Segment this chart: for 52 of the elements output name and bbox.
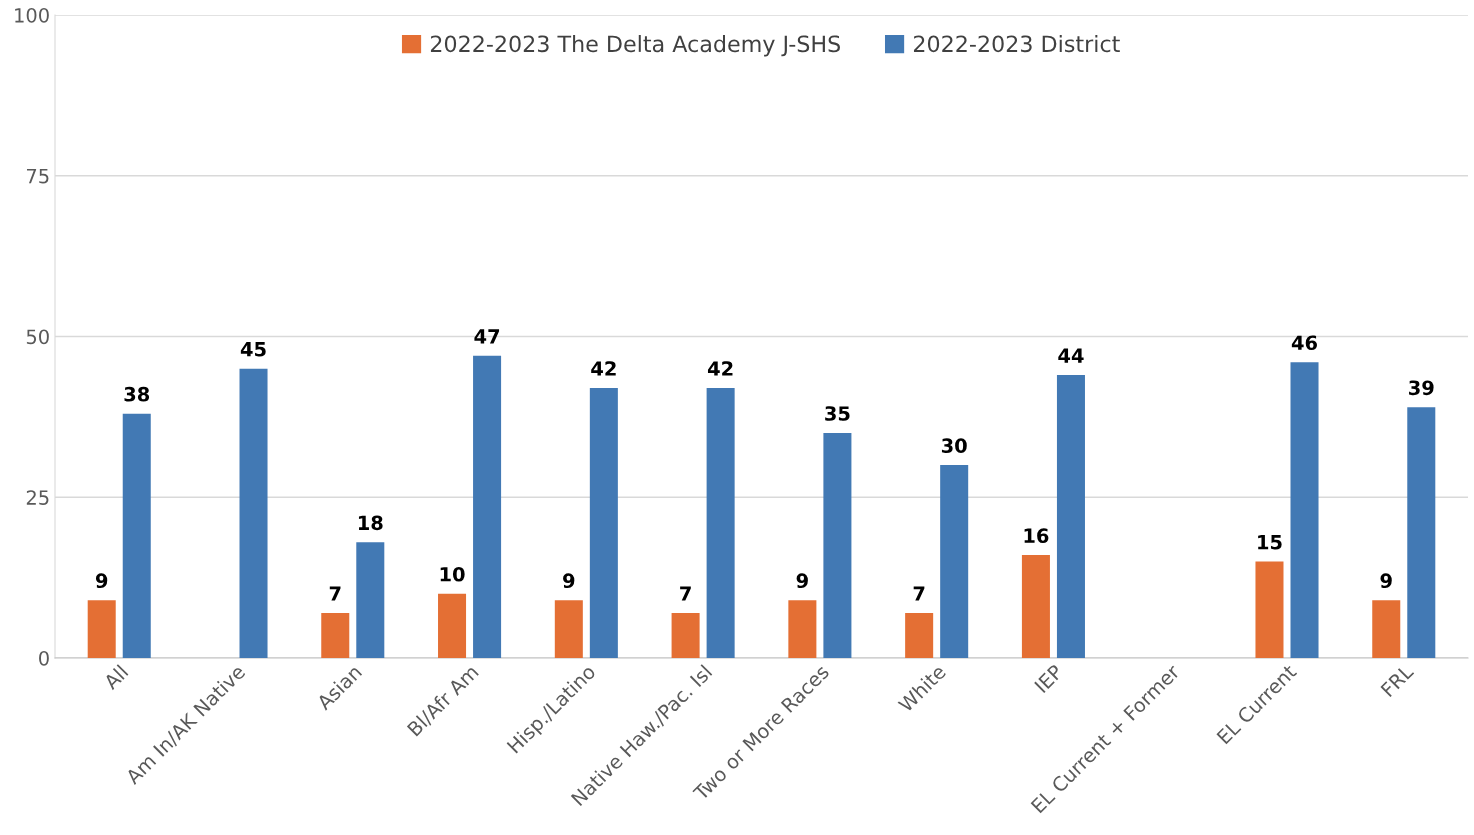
bar	[788, 600, 817, 658]
legend-label: 2022-2023 District	[913, 35, 1120, 53]
bar	[905, 612, 934, 658]
data-label: 9	[1380, 573, 1392, 589]
data-label: 44	[1058, 348, 1084, 363]
data-label: 18	[358, 515, 383, 531]
y-tick-label: 50	[26, 329, 49, 345]
data-label: 38	[124, 386, 150, 402]
data-label: 10	[440, 566, 465, 582]
bar	[1021, 555, 1050, 658]
data-label: 39	[1409, 380, 1434, 396]
bar	[1290, 362, 1319, 658]
bar	[321, 612, 350, 658]
data-label: 15	[1258, 535, 1282, 550]
x-tick-label: All	[102, 664, 129, 691]
bar	[1255, 561, 1284, 658]
bar	[554, 600, 583, 658]
data-label: 7	[329, 586, 341, 601]
data-label: 35	[825, 406, 850, 421]
bar	[438, 593, 467, 658]
data-label: 45	[240, 342, 266, 357]
data-label: 42	[591, 361, 616, 376]
y-tick-label: 75	[26, 168, 49, 184]
data-label: 30	[941, 438, 967, 453]
bar	[1407, 407, 1436, 658]
data-label: 42	[707, 361, 733, 376]
data-label: 46	[1291, 335, 1317, 351]
legend-label: 2022-2023 The Delta Academy J-SHS	[430, 35, 840, 57]
data-label: 7	[680, 586, 691, 601]
data-label: 9	[563, 573, 575, 589]
data-label: 16	[1024, 528, 1049, 544]
bar	[706, 387, 735, 658]
bar	[589, 387, 618, 658]
data-label: 47	[474, 329, 500, 344]
bar	[87, 600, 116, 658]
bar	[1372, 600, 1401, 658]
x-tick-label: FRL	[1380, 663, 1415, 698]
y-tick-label: 25	[26, 490, 49, 505]
bar	[940, 465, 969, 658]
bar	[239, 368, 268, 658]
x-tick-label: IEP	[1034, 663, 1064, 693]
y-tick-label: 0	[39, 650, 49, 666]
bar	[122, 413, 151, 658]
data-label: 9	[796, 573, 808, 589]
bar	[473, 355, 502, 658]
y-tick-label: 100	[15, 7, 49, 23]
bar	[823, 432, 852, 658]
bar	[1056, 375, 1085, 658]
data-label: 9	[95, 573, 108, 589]
bar	[671, 612, 700, 658]
bar	[356, 542, 385, 658]
data-label: 7	[913, 586, 925, 601]
